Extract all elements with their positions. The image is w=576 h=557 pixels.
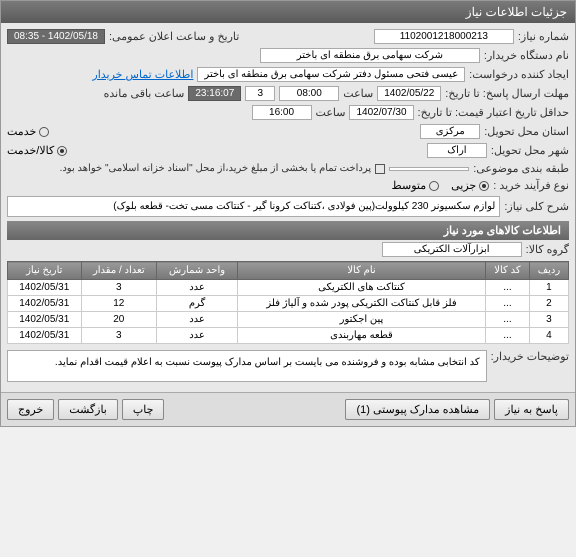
- table-cell: فلز قابل کنتاکت الکتریکی پودر شده و آلیا…: [238, 296, 486, 312]
- city-label: شهر محل تحویل:: [491, 144, 569, 157]
- table-cell: گرم: [157, 296, 238, 312]
- process-low-radio[interactable]: [479, 181, 489, 191]
- table-header: تاریخ نیاز: [8, 262, 82, 280]
- validity-date: 1402/07/30: [349, 105, 413, 120]
- goods-radio[interactable]: [57, 146, 67, 156]
- process-label: نوع فرآیند خرید :: [493, 179, 569, 192]
- table-cell: کنتاکت های الکتریکی: [238, 280, 486, 296]
- need-number-value: 1102001218000213: [374, 29, 514, 44]
- content-area: شماره نیاز: 1102001218000213 تاریخ و ساع…: [1, 23, 575, 392]
- table-header: کد کالا: [485, 262, 529, 280]
- table-cell: 1402/05/31: [8, 296, 82, 312]
- window-titlebar: جزئیات اطلاعات نیاز: [1, 1, 575, 23]
- table-cell: 12: [81, 296, 157, 312]
- table-cell: 2: [529, 296, 568, 312]
- print-button[interactable]: چاپ: [122, 399, 165, 420]
- notes-label: توضیحات خریدار:: [491, 350, 569, 363]
- validity-label: حداقل تاریخ اعتبار قیمت: تا تاریخ:: [418, 106, 569, 119]
- group-value: ابزارآلات الکتریکی: [382, 242, 522, 257]
- table-row[interactable]: 1...کنتاکت های الکتریکیعدد31402/05/31: [8, 280, 569, 296]
- table-row[interactable]: 4...قطعه مهاربندیعدد31402/05/31: [8, 328, 569, 344]
- group-label: گروه کالا:: [526, 243, 569, 256]
- buyer-label: نام دستگاه خریدار:: [484, 49, 569, 62]
- partial-pay-checkbox[interactable]: [375, 164, 385, 174]
- table-cell: 3: [529, 312, 568, 328]
- table-cell: 1402/05/31: [8, 328, 82, 344]
- remaining-time: 23:16:07: [188, 86, 241, 101]
- table-cell: 3: [81, 328, 157, 344]
- time-label-1: ساعت: [343, 87, 373, 100]
- table-cell: ...: [485, 296, 529, 312]
- exit-button[interactable]: خروج: [7, 399, 54, 420]
- table-cell: 1402/05/31: [8, 312, 82, 328]
- service-label: خدمت: [7, 125, 36, 138]
- service-radio[interactable]: [39, 127, 49, 137]
- table-cell: عدد: [157, 280, 238, 296]
- creator-label: ایجاد کننده درخواست:: [469, 68, 569, 81]
- table-cell: 1: [529, 280, 568, 296]
- details-window: جزئیات اطلاعات نیاز شماره نیاز: 11020012…: [0, 0, 576, 427]
- process-low-label: جزیی: [451, 179, 476, 192]
- items-section-header: اطلاعات کالاهای مورد نیاز: [7, 221, 569, 240]
- buyer-notes: کد انتخابی مشابه بوده و فروشنده می بایست…: [7, 350, 487, 382]
- table-cell: پین اجکتور: [238, 312, 486, 328]
- window-title: جزئیات اطلاعات نیاز: [466, 5, 567, 19]
- back-button[interactable]: بازگشت: [58, 399, 118, 420]
- description-value: لوازم سکسیونر 230 کیلوولت(پین فولادی ،کت…: [7, 196, 500, 217]
- province-label: استان محل تحویل:: [484, 125, 569, 138]
- service-radio-item[interactable]: خدمت: [7, 125, 49, 138]
- announce-value: 1402/05/18 - 08:35: [7, 29, 105, 44]
- table-cell: ...: [485, 328, 529, 344]
- items-table: ردیفکد کالانام کالاواحد شمارشتعداد / مقد…: [7, 261, 569, 344]
- partial-pay-label: پرداخت تمام یا بخشی از مبلغ خرید،از محل …: [60, 163, 372, 174]
- respond-button[interactable]: پاسخ به نیاز: [494, 399, 569, 420]
- buyer-value: شرکت سهامی برق منطقه ای باختر: [260, 48, 480, 63]
- description-label: شرح کلی نیاز:: [504, 200, 569, 213]
- attachments-button[interactable]: مشاهده مدارک پیوستی (1): [345, 399, 490, 420]
- days-value: 3: [245, 86, 275, 101]
- creator-value: عیسی فتحی مسئول دفتر شرکت سهامی برق منطق…: [197, 67, 465, 82]
- table-row[interactable]: 3...پین اجکتورعدد201402/05/31: [8, 312, 569, 328]
- table-cell: عدد: [157, 328, 238, 344]
- table-cell: 1402/05/31: [8, 280, 82, 296]
- table-header: ردیف: [529, 262, 568, 280]
- table-cell: ...: [485, 312, 529, 328]
- table-cell: 20: [81, 312, 157, 328]
- classification-label: طبقه بندی موضوعی:: [473, 162, 569, 175]
- validity-time: 16:00: [252, 105, 312, 120]
- remaining-label: ساعت باقی مانده: [104, 87, 185, 100]
- table-header: نام کالا: [238, 262, 486, 280]
- table-header: واحد شمارش: [157, 262, 238, 280]
- time-label-2: ساعت: [316, 106, 346, 119]
- need-number-label: شماره نیاز:: [518, 30, 569, 43]
- table-cell: 3: [81, 280, 157, 296]
- province-value: مرکزی: [420, 124, 480, 139]
- goods-label: کالا/خدمت: [7, 144, 54, 157]
- table-cell: قطعه مهاربندی: [238, 328, 486, 344]
- table-cell: 4: [529, 328, 568, 344]
- table-cell: عدد: [157, 312, 238, 328]
- process-mid-item[interactable]: متوسط: [392, 179, 440, 192]
- deadline-time: 08:00: [279, 86, 339, 101]
- announce-label: تاریخ و ساعت اعلان عمومی:: [109, 30, 239, 43]
- process-mid-radio[interactable]: [429, 181, 439, 191]
- contact-link[interactable]: اطلاعات تماس خریدار: [92, 68, 193, 81]
- footer-bar: پاسخ به نیاز مشاهده مدارک پیوستی (1) چاپ…: [1, 392, 575, 426]
- table-header: تعداد / مقدار: [81, 262, 157, 280]
- deadline-label: مهلت ارسال پاسخ: تا تاریخ:: [445, 87, 569, 100]
- process-radio-group: جزیی متوسط: [392, 179, 490, 192]
- city-value: اراک: [427, 143, 487, 158]
- goods-radio-item[interactable]: کالا/خدمت: [7, 144, 67, 157]
- classification-value: [389, 167, 469, 171]
- process-low-item[interactable]: جزیی: [451, 179, 489, 192]
- deadline-date: 1402/05/22: [377, 86, 441, 101]
- table-cell: ...: [485, 280, 529, 296]
- table-row[interactable]: 2...فلز قابل کنتاکت الکتریکی پودر شده و …: [8, 296, 569, 312]
- process-mid-label: متوسط: [392, 179, 427, 192]
